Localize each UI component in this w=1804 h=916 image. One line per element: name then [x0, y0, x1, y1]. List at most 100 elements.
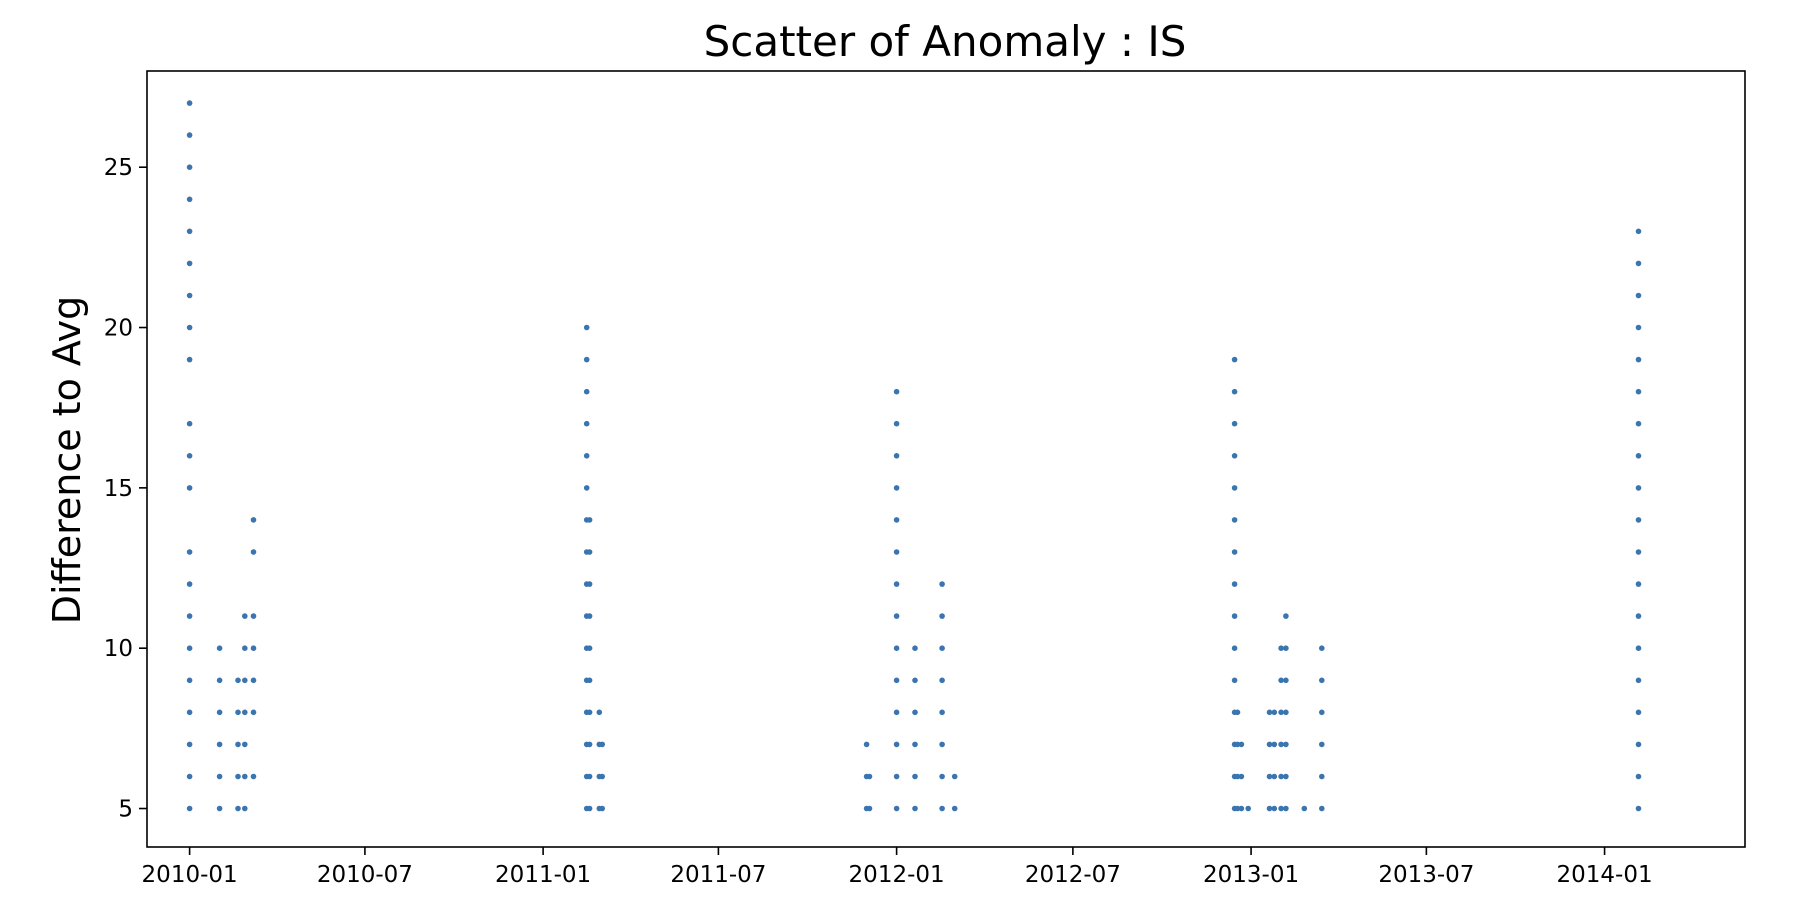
scatter-point	[939, 709, 945, 716]
x-tick-label: 2012-07	[1025, 862, 1121, 888]
scatter-point	[912, 773, 918, 780]
scatter-point	[939, 773, 945, 780]
scatter-point	[1283, 741, 1289, 748]
scatter-point	[250, 645, 257, 651]
scatter-point	[1283, 677, 1289, 684]
scatter-point	[235, 709, 241, 716]
scatter-point	[596, 709, 603, 716]
scatter-point	[1319, 773, 1325, 780]
scatter-point	[1231, 645, 1238, 651]
scatter-point	[583, 485, 590, 491]
scatter-point	[1635, 709, 1642, 716]
scatter-point	[1283, 613, 1289, 619]
x-tick-label: 2013-07	[1378, 862, 1474, 888]
scatter-point	[186, 196, 193, 203]
scatter-point	[893, 453, 900, 459]
scatter-point	[1278, 741, 1284, 748]
scatter-point	[893, 613, 900, 619]
scatter-point	[586, 741, 593, 748]
x-tick-label: 2011-01	[495, 862, 591, 888]
y-axis-ticks: 5 10 15 20 25	[104, 155, 147, 823]
scatter-point	[866, 773, 873, 780]
scatter-point	[242, 805, 248, 812]
scatter-point	[186, 292, 193, 299]
scatter-point	[250, 709, 257, 716]
scatter-point	[186, 549, 193, 555]
scatter-point	[1234, 805, 1241, 812]
scatter-point	[599, 805, 605, 812]
scatter-point	[939, 677, 945, 684]
scatter-point	[586, 805, 593, 812]
scatter-point	[912, 805, 918, 812]
scatter-point	[1635, 260, 1642, 267]
scatter-point	[1231, 581, 1238, 587]
scatter-point	[1635, 773, 1642, 780]
scatter-point	[1635, 581, 1642, 587]
scatter-point	[186, 228, 193, 235]
scatter-point	[586, 709, 593, 716]
scatter-point	[186, 805, 193, 812]
scatter-point	[893, 677, 900, 684]
scatter-point	[912, 741, 918, 748]
y-tick-label: 10	[104, 636, 133, 662]
scatter-point	[586, 677, 593, 684]
scatter-point	[186, 420, 193, 427]
scatter-point	[893, 709, 900, 716]
scatter-point	[1635, 228, 1642, 235]
scatter-point	[1283, 709, 1289, 716]
scatter-point	[1231, 453, 1238, 459]
chart-title: Scatter of Anomaly : IS	[704, 17, 1187, 66]
scatter-point	[583, 453, 590, 459]
scatter-point	[586, 773, 593, 780]
plot-area-frame	[146, 70, 1746, 848]
scatter-point	[186, 741, 193, 748]
scatter-point	[1238, 805, 1245, 812]
scatter-point	[1319, 677, 1325, 684]
scatter-point	[242, 773, 248, 780]
scatter-point	[939, 613, 945, 619]
scatter-point	[1278, 677, 1284, 684]
scatter-point	[1234, 741, 1241, 748]
scatter-point	[186, 164, 193, 170]
scatter-point	[1271, 773, 1278, 780]
scatter-point	[599, 741, 605, 748]
scatter-point	[1283, 773, 1289, 780]
scatter-point	[186, 324, 193, 331]
scatter-point	[1234, 709, 1241, 716]
scatter-point	[893, 581, 900, 587]
scatter-point	[1635, 356, 1642, 363]
scatter-point	[1635, 453, 1642, 459]
scatter-point	[1245, 805, 1251, 812]
scatter-point	[1231, 356, 1238, 363]
scatter-point	[1319, 741, 1325, 748]
scatter-point	[1278, 773, 1284, 780]
scatter-point	[586, 645, 593, 651]
scatter-point	[1231, 517, 1238, 523]
y-tick-label: 25	[104, 155, 133, 181]
scatter-point	[599, 773, 605, 780]
scatter-point	[912, 645, 918, 651]
scatter-point	[216, 645, 223, 651]
scatter-point	[1635, 485, 1642, 491]
x-tick-label: 2010-01	[142, 862, 238, 888]
scatter-point	[242, 677, 248, 684]
scatter-point	[1319, 709, 1325, 716]
scatter-point	[250, 613, 257, 619]
scatter-point	[1266, 709, 1273, 716]
x-tick-label: 2014-01	[1557, 862, 1653, 888]
scatter-point	[1635, 324, 1642, 331]
scatter-point	[1238, 773, 1245, 780]
scatter-point	[583, 388, 590, 395]
scatter-point	[1231, 613, 1238, 619]
scatter-point	[186, 773, 193, 780]
scatter-point	[583, 420, 590, 427]
scatter-point	[186, 356, 193, 363]
scatter-point	[893, 741, 900, 748]
scatter-point	[235, 741, 241, 748]
scatter-point	[186, 132, 193, 138]
scatter-point	[586, 517, 593, 523]
x-tick-label: 2013-01	[1203, 862, 1299, 888]
x-tick-label: 2010-07	[317, 862, 413, 888]
scatter-point	[235, 805, 241, 812]
scatter-point	[1234, 773, 1241, 780]
